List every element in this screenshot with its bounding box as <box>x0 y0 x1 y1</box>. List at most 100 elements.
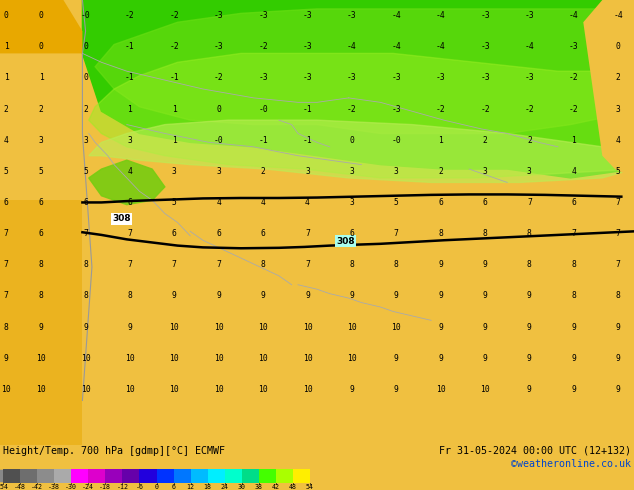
Text: 5: 5 <box>4 167 9 176</box>
Text: 3: 3 <box>349 167 354 176</box>
Polygon shape <box>583 0 634 178</box>
Text: 7: 7 <box>616 229 621 238</box>
Text: 0: 0 <box>216 104 221 114</box>
Text: 10: 10 <box>258 385 268 394</box>
Text: -2: -2 <box>125 11 135 20</box>
Text: 10: 10 <box>169 354 179 363</box>
Text: 9: 9 <box>616 354 621 363</box>
Text: 9: 9 <box>527 292 532 300</box>
Bar <box>293 469 310 483</box>
Text: 9: 9 <box>438 292 443 300</box>
Text: 7: 7 <box>4 292 9 300</box>
Text: 8: 8 <box>349 260 354 269</box>
Text: -0: -0 <box>81 11 91 20</box>
Text: 6: 6 <box>216 229 221 238</box>
Text: 9: 9 <box>349 292 354 300</box>
Text: 8: 8 <box>39 292 44 300</box>
Text: 3: 3 <box>394 167 399 176</box>
Text: 3: 3 <box>527 167 532 176</box>
Text: 6: 6 <box>438 198 443 207</box>
Text: 4: 4 <box>127 167 133 176</box>
Text: 5: 5 <box>172 198 177 207</box>
Text: 10: 10 <box>302 385 313 394</box>
Text: -4: -4 <box>524 42 534 51</box>
Text: 9: 9 <box>571 322 576 332</box>
Text: 8: 8 <box>261 260 266 269</box>
Text: -2: -2 <box>214 74 224 82</box>
Text: -4: -4 <box>436 11 446 20</box>
Text: 5: 5 <box>616 167 621 176</box>
Text: 6: 6 <box>39 198 44 207</box>
Text: 9: 9 <box>482 292 488 300</box>
Text: -2: -2 <box>436 104 446 114</box>
Text: 8: 8 <box>127 292 133 300</box>
Text: -4: -4 <box>391 42 401 51</box>
Text: 10: 10 <box>81 385 91 394</box>
Text: 3: 3 <box>616 104 621 114</box>
Text: 10: 10 <box>480 385 490 394</box>
Text: -3: -3 <box>302 42 313 51</box>
Text: 9: 9 <box>571 354 576 363</box>
Text: 2: 2 <box>527 136 532 145</box>
Text: 10: 10 <box>169 385 179 394</box>
Text: 6: 6 <box>127 198 133 207</box>
Text: 9: 9 <box>127 322 133 332</box>
Text: 10: 10 <box>36 385 46 394</box>
Text: 6: 6 <box>39 229 44 238</box>
Text: 8: 8 <box>616 292 621 300</box>
Text: 8: 8 <box>39 260 44 269</box>
Text: 4: 4 <box>261 198 266 207</box>
Text: 2: 2 <box>39 104 44 114</box>
Text: -2: -2 <box>569 74 579 82</box>
Text: -4: -4 <box>391 11 401 20</box>
Text: 6: 6 <box>482 198 488 207</box>
Text: 1: 1 <box>127 104 133 114</box>
Text: 9: 9 <box>616 385 621 394</box>
Text: 3: 3 <box>216 167 221 176</box>
Text: 2: 2 <box>83 104 88 114</box>
Text: 3: 3 <box>482 167 488 176</box>
Text: Fr 31-05-2024 00:00 UTC (12+132): Fr 31-05-2024 00:00 UTC (12+132) <box>439 446 631 456</box>
Text: -3: -3 <box>569 42 579 51</box>
Text: 9: 9 <box>394 354 399 363</box>
Text: 6: 6 <box>571 198 576 207</box>
Text: 8: 8 <box>571 292 576 300</box>
Text: 7: 7 <box>571 229 576 238</box>
Bar <box>88 469 105 483</box>
Text: 8: 8 <box>482 229 488 238</box>
Bar <box>224 469 242 483</box>
Text: 54: 54 <box>306 485 314 490</box>
Text: 308: 308 <box>112 215 131 223</box>
Bar <box>242 469 259 483</box>
Text: 0: 0 <box>39 42 44 51</box>
Text: -4: -4 <box>569 11 579 20</box>
Text: 7: 7 <box>216 260 221 269</box>
Text: 2: 2 <box>4 104 9 114</box>
Text: -30: -30 <box>65 485 77 490</box>
Bar <box>3 469 20 483</box>
Text: -1: -1 <box>258 136 268 145</box>
Text: 0: 0 <box>83 42 88 51</box>
Bar <box>54 469 71 483</box>
Text: 308: 308 <box>336 237 355 245</box>
Text: -1: -1 <box>302 104 313 114</box>
Text: -3: -3 <box>258 74 268 82</box>
Text: 8: 8 <box>83 260 88 269</box>
Text: 10: 10 <box>1 385 11 394</box>
Text: -3: -3 <box>214 42 224 51</box>
Polygon shape <box>0 0 82 53</box>
Bar <box>139 469 157 483</box>
Text: 1: 1 <box>571 136 576 145</box>
Text: 8: 8 <box>438 229 443 238</box>
Text: 7: 7 <box>4 229 9 238</box>
Text: 10: 10 <box>436 385 446 394</box>
Text: 1: 1 <box>4 74 9 82</box>
Text: 10: 10 <box>125 385 135 394</box>
Bar <box>208 469 224 483</box>
Text: -2: -2 <box>480 104 490 114</box>
Text: 10: 10 <box>36 354 46 363</box>
Text: -3: -3 <box>258 11 268 20</box>
Text: -3: -3 <box>302 11 313 20</box>
Text: 10: 10 <box>347 322 357 332</box>
Text: 1: 1 <box>438 136 443 145</box>
